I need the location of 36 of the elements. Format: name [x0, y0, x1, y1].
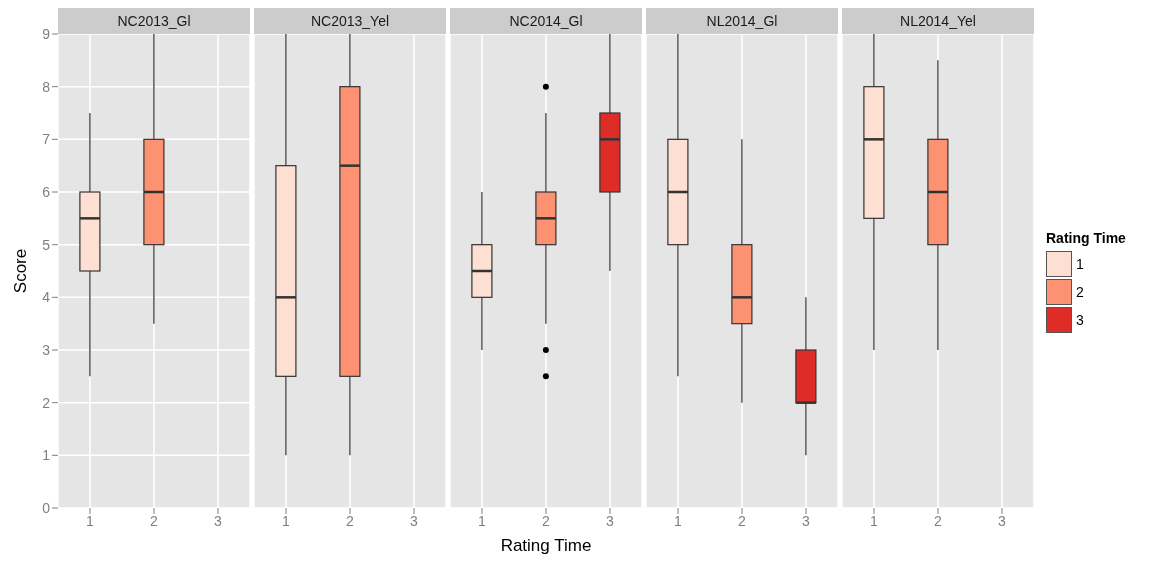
y-tick-label: 1: [42, 447, 51, 464]
x-tick-label: 3: [214, 512, 223, 529]
y-tick-label: 8: [42, 78, 51, 95]
y-tick-label: 3: [42, 341, 51, 358]
x-tick-label: 3: [802, 512, 811, 529]
legend-label: 1: [1076, 256, 1084, 272]
x-tick-label: 2: [346, 512, 355, 529]
x-tick-label: 2: [738, 512, 747, 529]
y-tick-label: 5: [42, 236, 51, 253]
x-tick-label: 1: [86, 512, 95, 529]
x-tick-label: 1: [282, 512, 291, 529]
y-tick-label: 4: [42, 289, 51, 306]
chart-title: NC2013_Gl: [58, 8, 250, 34]
x-tick-label: 2: [542, 512, 551, 529]
y-tick-label: 7: [42, 131, 51, 148]
x-tick-label: 2: [150, 512, 159, 529]
legend-label: 2: [1076, 284, 1084, 300]
chart-title: NC2013_Yel: [254, 8, 446, 34]
chart-title: NL2014_Yel: [842, 8, 1034, 34]
x-tick-label: 3: [998, 512, 1007, 529]
legend-label: 3: [1076, 312, 1084, 328]
legend-title: Rating Time: [1046, 230, 1126, 246]
y-tick-label: 0: [42, 499, 51, 516]
chart-title: NL2014_Gl: [646, 8, 838, 34]
y-tick-label: 2: [42, 394, 51, 411]
y-axis-title: Score: [11, 248, 31, 294]
x-tick-label: 1: [674, 512, 683, 529]
y-tick-label: 9: [42, 25, 51, 42]
x-tick-label: 1: [870, 512, 879, 529]
x-tick-label: 2: [934, 512, 943, 529]
x-tick-label: 1: [478, 512, 487, 529]
x-tick-label: 3: [410, 512, 419, 529]
y-tick-label: 6: [42, 183, 51, 200]
x-axis-title: Rating Time: [499, 536, 593, 556]
chart-title: NC2014_Gl: [450, 8, 642, 34]
x-tick-label: 3: [606, 512, 615, 529]
